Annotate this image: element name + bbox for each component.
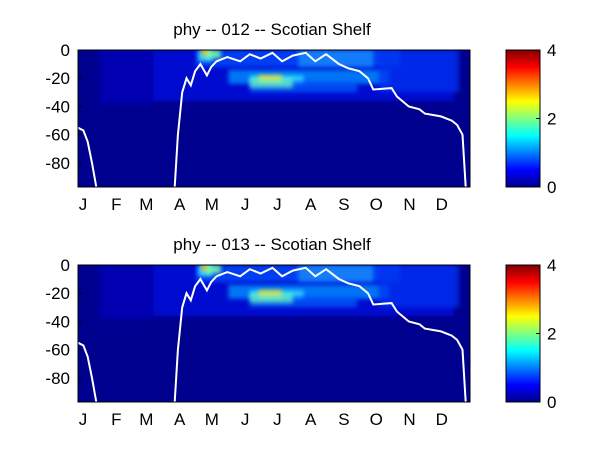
- x-tick-label: M: [139, 195, 153, 214]
- panel-2-heatmap: [78, 265, 470, 402]
- heatmap-patch: [249, 78, 293, 89]
- heatmap-patch: [249, 81, 358, 93]
- x-tick-label: S: [338, 195, 349, 214]
- panel-1: phy -- 012 -- Scotian Shelf 0 -20 -40 -60 -8…: [45, 20, 556, 214]
- x-tick-label: J: [273, 410, 282, 429]
- mixed-layer-line-winter: [78, 126, 98, 187]
- y-tick-label: -80: [45, 154, 70, 173]
- x-tick-label: J: [241, 410, 250, 429]
- x-tick-label: M: [205, 195, 219, 214]
- colorbar-tick-label: 0: [547, 393, 556, 412]
- x-tick-label: A: [174, 195, 186, 214]
- x-tick-label: M: [205, 410, 219, 429]
- panel-1-title: phy -- 012 -- Scotian Shelf: [173, 20, 371, 39]
- heatmap-patch: [99, 265, 154, 319]
- axes-frame: [77, 49, 471, 188]
- heatmap-patch: [249, 296, 358, 308]
- colorbar-tick-label: 0: [547, 178, 556, 197]
- x-tick-label: D: [436, 195, 448, 214]
- heatmap-patch: [249, 293, 293, 304]
- y-tick-label: -20: [45, 284, 70, 303]
- panel-1-heatmap: [78, 50, 470, 187]
- x-tick-label: O: [370, 195, 383, 214]
- heatmap-patch: [99, 50, 154, 104]
- x-tick-label: N: [403, 195, 415, 214]
- x-tick-label: J: [273, 195, 282, 214]
- mixed-layer-line: [173, 51, 467, 187]
- y-tick-label: -20: [45, 69, 70, 88]
- x-tick-label: J: [79, 410, 88, 429]
- x-tick-label: N: [403, 410, 415, 429]
- x-tick-label: A: [174, 410, 186, 429]
- colorbar-tick-label: 4: [547, 256, 556, 275]
- heatmap-patch: [201, 265, 210, 271]
- panel-2: phy -- 013 -- Scotian Shelf 0 -20 -40 -60 -8…: [45, 235, 556, 429]
- colorbar-tick-label: 2: [547, 325, 556, 344]
- mixed-layer-line-winter: [78, 341, 98, 402]
- heatmap-patch: [298, 265, 374, 282]
- y-tick-label: 0: [61, 41, 70, 60]
- y-tick-label: -40: [45, 312, 70, 331]
- x-tick-label: F: [111, 410, 121, 429]
- panel-1-colorbar: [505, 49, 541, 188]
- panel-2-colorbar-ticks: 0 2 4: [536, 256, 556, 412]
- x-tick-label: O: [370, 410, 383, 429]
- heatmap-patch: [298, 50, 374, 67]
- y-tick-label: -40: [45, 97, 70, 116]
- panel-2-colorbar: [505, 264, 541, 403]
- y-tick-label: -80: [45, 369, 70, 388]
- x-tick-label: M: [139, 410, 153, 429]
- heatmap-patch: [378, 265, 460, 308]
- panel-2-title: phy -- 013 -- Scotian Shelf: [173, 235, 371, 254]
- y-tick-label: -60: [45, 126, 70, 145]
- panel-2-axes: 0-20-40-60-80J F M A M J J A S O N D: [45, 256, 471, 429]
- colorbar-tick-label: 2: [547, 110, 556, 129]
- y-tick-label: 0: [61, 256, 70, 275]
- x-tick-label: F: [111, 195, 121, 214]
- x-tick-label: D: [436, 410, 448, 429]
- x-tick-label: S: [338, 410, 349, 429]
- panel-1-colorbar-ticks: 0 2 4: [536, 41, 556, 197]
- heatmap-patch: [205, 265, 221, 274]
- mixed-layer-line: [173, 266, 467, 402]
- colorbar-tick-label: 4: [547, 41, 556, 60]
- heatmap-patch: [201, 50, 210, 56]
- x-tick-label: A: [305, 410, 317, 429]
- x-tick-label: J: [241, 195, 250, 214]
- heatmap-patch: [378, 50, 460, 93]
- x-tick-label: J: [79, 195, 88, 214]
- panel-1-axes: 0-20-40-60-80J F M A M J J A S O N D: [45, 41, 471, 214]
- x-tick-label: A: [305, 195, 317, 214]
- heatmap-patch: [205, 50, 221, 59]
- axes-frame: [77, 264, 471, 403]
- y-tick-label: -60: [45, 341, 70, 360]
